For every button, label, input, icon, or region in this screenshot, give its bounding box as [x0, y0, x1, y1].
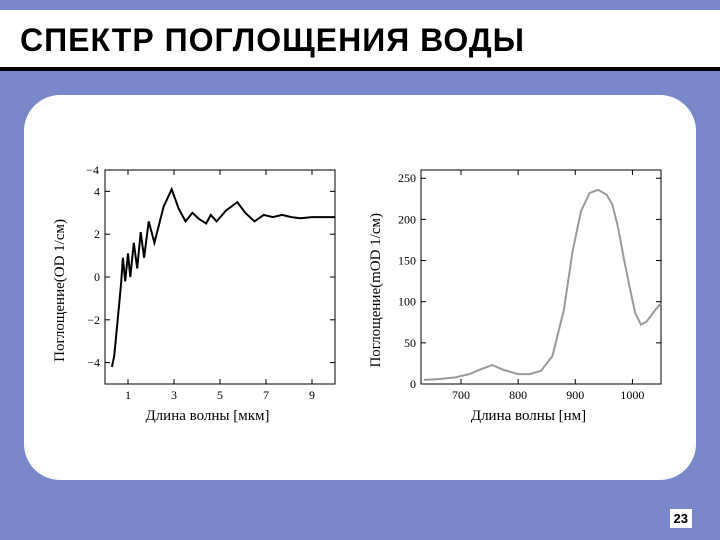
right-chart-svg: 0 50 100 150 200 250 700 800 900 1000	[389, 156, 669, 406]
svg-text:250: 250	[398, 171, 416, 185]
svg-text:7: 7	[263, 388, 269, 402]
svg-text:−4: −4	[87, 355, 100, 369]
right-ylabel: Поглощение(mOD 1/см)	[368, 213, 385, 368]
svg-text:0: 0	[410, 377, 416, 391]
svg-text:1: 1	[125, 388, 131, 402]
slide: СПЕКТР ПОГЛОЩЕНИЯ ВОДЫ Поглощение(OD 1/с…	[0, 0, 720, 540]
svg-text:800: 800	[509, 388, 527, 402]
svg-text:2: 2	[94, 227, 100, 241]
svg-text:1000: 1000	[620, 388, 644, 402]
svg-text:900: 900	[566, 388, 584, 402]
right-xlabel: Длина волны [нм]	[471, 408, 586, 425]
svg-text:50: 50	[404, 335, 416, 349]
right-chart: Поглощение(mOD 1/см) 0 50 100 150 200 250 700 8…	[368, 156, 669, 425]
left-chart: Поглощение(OD 1/см) −4 −4 −2 0 2 4 1 3 5 7 9 Длина…	[52, 156, 343, 425]
content-panel: Поглощение(OD 1/см) −4 −4 −2 0 2 4 1 3 5 7 9 Длина…	[24, 95, 696, 480]
svg-text:−2: −2	[87, 312, 100, 326]
left-ylabel: Поглощение(OD 1/см)	[52, 219, 69, 362]
svg-text:5: 5	[217, 388, 223, 402]
slide-title: СПЕКТР ПОГЛОЩЕНИЯ ВОДЫ	[0, 10, 720, 71]
svg-text:100: 100	[398, 294, 416, 308]
left-xlabel: Длина волны [мкм]	[145, 408, 269, 425]
svg-text:9: 9	[309, 388, 315, 402]
svg-text:700: 700	[452, 388, 470, 402]
page-number: 23	[670, 509, 692, 528]
svg-text:3: 3	[171, 388, 177, 402]
svg-text:200: 200	[398, 212, 416, 226]
svg-text:4: 4	[94, 184, 100, 198]
svg-text:0: 0	[94, 270, 100, 284]
svg-text:150: 150	[398, 253, 416, 267]
svg-text:−4: −4	[86, 163, 99, 177]
left-chart-svg: −4 −4 −2 0 2 4 1 3 5 7 9	[73, 156, 343, 406]
